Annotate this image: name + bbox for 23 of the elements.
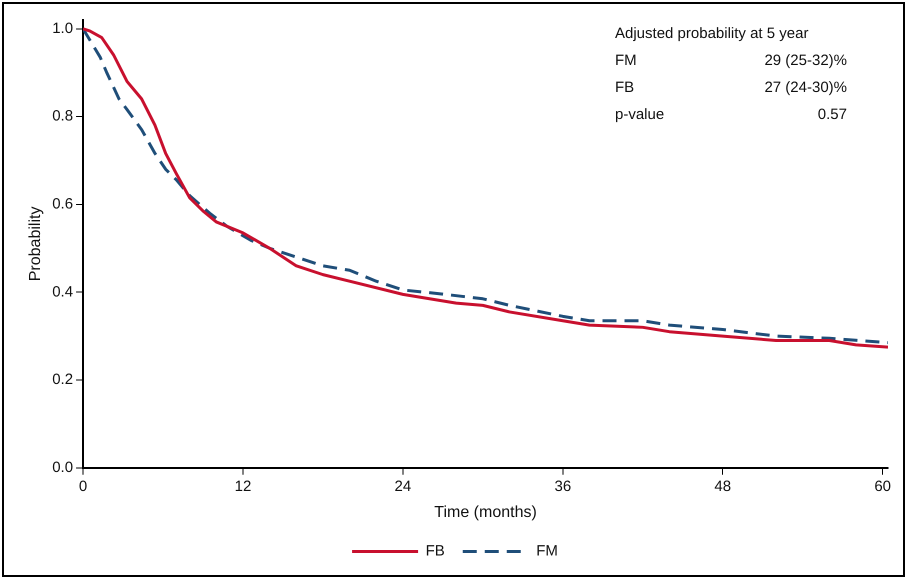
legend-label: FB: [426, 542, 445, 560]
annotation: 27 (24-30)%: [764, 78, 847, 98]
x-tick-label: 36: [554, 478, 572, 495]
x-tick-label: 24: [394, 478, 412, 495]
annotation: FB: [615, 78, 634, 98]
y-tick-label: 0.2: [52, 371, 74, 388]
annotation: p-value: [615, 105, 664, 125]
x-tick-label: 48: [714, 478, 732, 495]
x-tick-label: 0: [78, 478, 88, 495]
y-tick-label: 0.6: [52, 196, 74, 213]
annotation: Adjusted probability at 5 year: [615, 24, 810, 44]
annotation: 29 (25-32)%: [764, 51, 847, 71]
x-tick-label: 12: [234, 478, 252, 495]
y-tick-label: 0.8: [52, 108, 74, 125]
x-axis-title: Time (months): [434, 504, 537, 521]
x-tick-label: 60: [874, 478, 892, 495]
y-tick-label: 0.4: [52, 283, 74, 300]
y-tick-label: 0.0: [52, 458, 74, 476]
y-tick-label: 1.0: [52, 20, 74, 37]
y-axis-title: Probability: [27, 206, 44, 282]
annotation: 0.57: [818, 105, 847, 125]
legend-label: FM: [536, 542, 558, 560]
annotation: FM: [615, 51, 637, 71]
